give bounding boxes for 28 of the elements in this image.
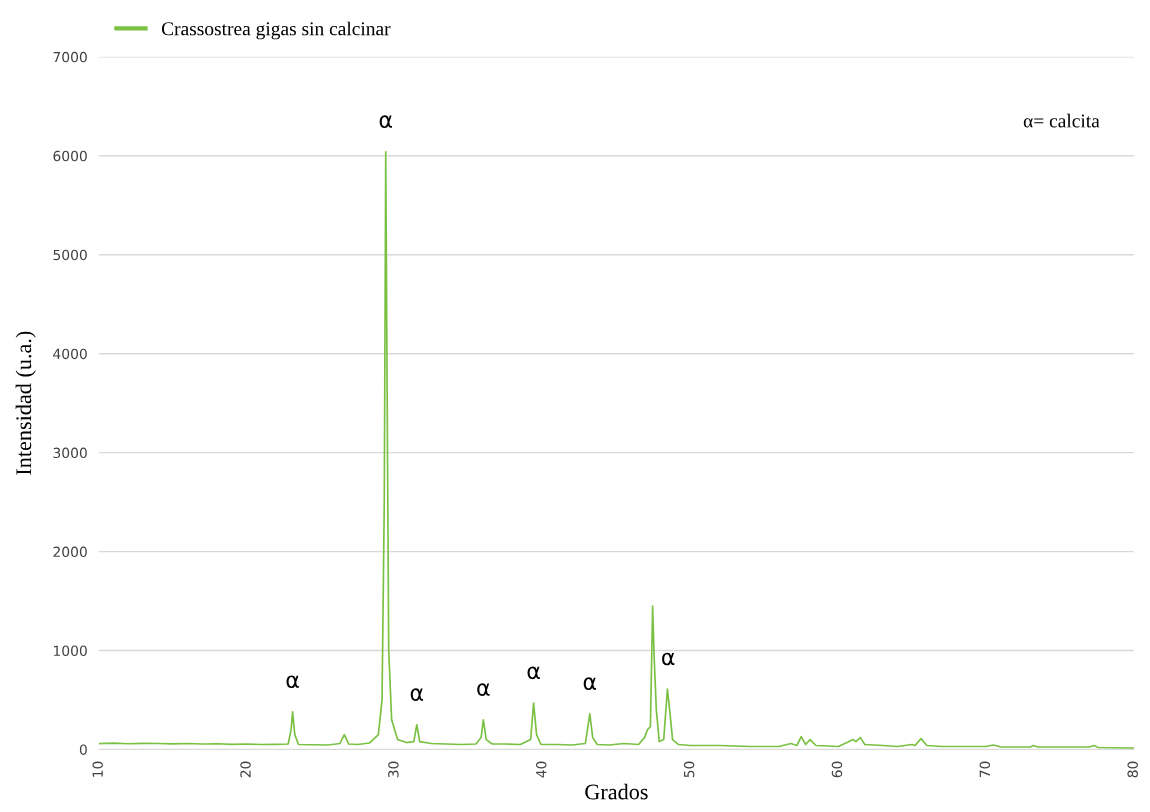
x-tick-label: 10 [92,761,103,777]
annotation: α [286,675,299,689]
annotation: α [527,666,540,680]
x-axis-title: Grados [585,783,648,800]
x-tick-label: 20 [240,761,251,778]
x-tick-label: 70 [979,761,991,778]
annotation: α [410,688,424,701]
y-tick-label: 0 [79,744,87,755]
legend-label: Crassostrea gigas sin calcinar [161,21,391,40]
y-tick-label: 7000 [53,51,87,63]
y-tick-label: 5000 [53,249,87,261]
x-tick-label: 60 [831,761,843,778]
y-tick-label: 2000 [53,546,87,558]
annotation: α [379,115,393,129]
y-tick-label: 6000 [53,150,87,162]
y-tick-label: 1000 [53,645,87,656]
annotation: α [583,677,597,691]
y-tick-label: 3000 [53,447,87,459]
line-series [98,150,1134,749]
annotation: α= calcita [1023,113,1100,128]
y-tick-label: 4000 [53,348,87,360]
x-tick-label: 30 [388,761,399,778]
annotation: α [662,652,675,666]
y-axis-title: Intensidad (u.a.) [15,331,36,475]
x-tick-label: 50 [683,761,695,778]
x-tick-label: 40 [536,761,547,778]
x-tick-label: 80 [1127,761,1138,778]
annotation: α [477,683,490,696]
